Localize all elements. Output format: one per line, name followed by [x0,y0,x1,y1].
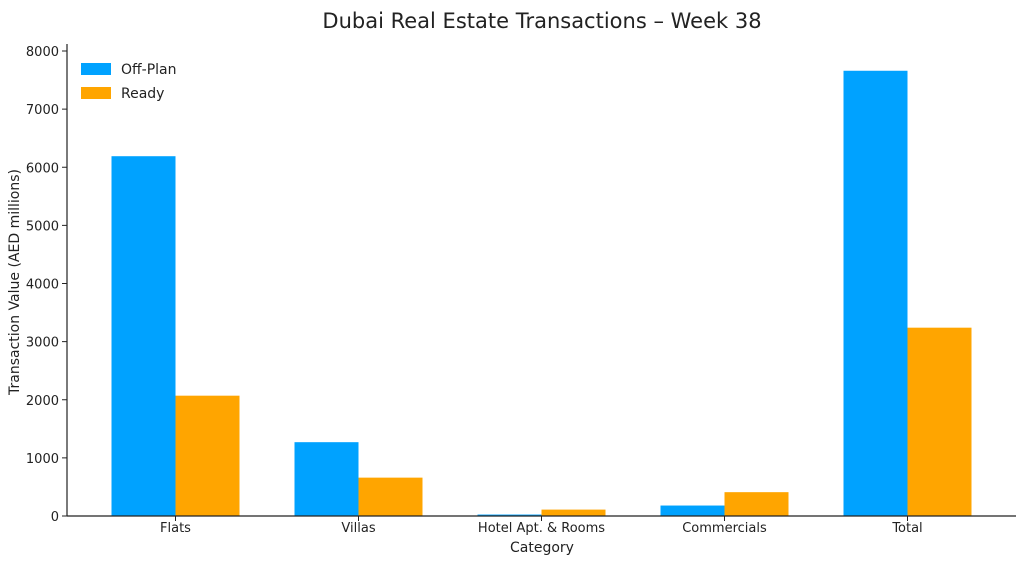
y-tick-label: 7000 [26,103,59,118]
bar-ready-villas [358,477,423,516]
bar-ready-commercials [724,492,789,516]
y-ticks-group: 0 1000 2000 3000 4000 5000 6000 7000 8000 [26,45,67,525]
bars-group [111,70,972,517]
legend-label-ready: Ready [121,86,164,102]
bar-off-plan-flats [111,156,176,517]
bar-ready-hotel-apt-rooms [541,509,606,516]
x-tick-label: Commercials [682,521,767,536]
x-tick-label: Flats [160,521,191,536]
x-axis-label: Category [510,540,574,556]
y-tick-label: 2000 [26,394,59,409]
bar-off-plan-hotel-apt-rooms [477,514,542,516]
x-tick-label: Villas [341,521,375,536]
y-tick-label: 4000 [26,278,59,293]
x-ticks-group: Flats Villas Hotel Apt. & Rooms Commercials… [160,516,923,536]
legend-swatch-ready [81,87,111,99]
bar-off-plan-total [843,70,908,516]
legend-swatch-off-plan [81,63,111,75]
bar-ready-flats [175,395,240,516]
legend-label-off-plan: Off-Plan [121,62,177,78]
bar-off-plan-commercials [660,505,725,516]
y-axis-label: Transaction Value (AED millions) [7,169,23,396]
chart-title: Dubai Real Estate Transactions – Week 38 [322,9,761,33]
y-tick-label: 6000 [26,161,59,176]
y-tick-label: 1000 [26,452,59,467]
y-tick-label: 0 [51,510,59,525]
y-tick-label: 8000 [26,45,59,60]
y-tick-label: 3000 [26,336,59,351]
legend: Off-Plan Ready [81,62,177,102]
y-tick-label: 5000 [26,219,59,234]
x-tick-label: Total [891,521,922,536]
bar-off-plan-villas [294,442,359,516]
bar-ready-total [907,327,972,516]
x-tick-label: Hotel Apt. & Rooms [478,521,605,536]
